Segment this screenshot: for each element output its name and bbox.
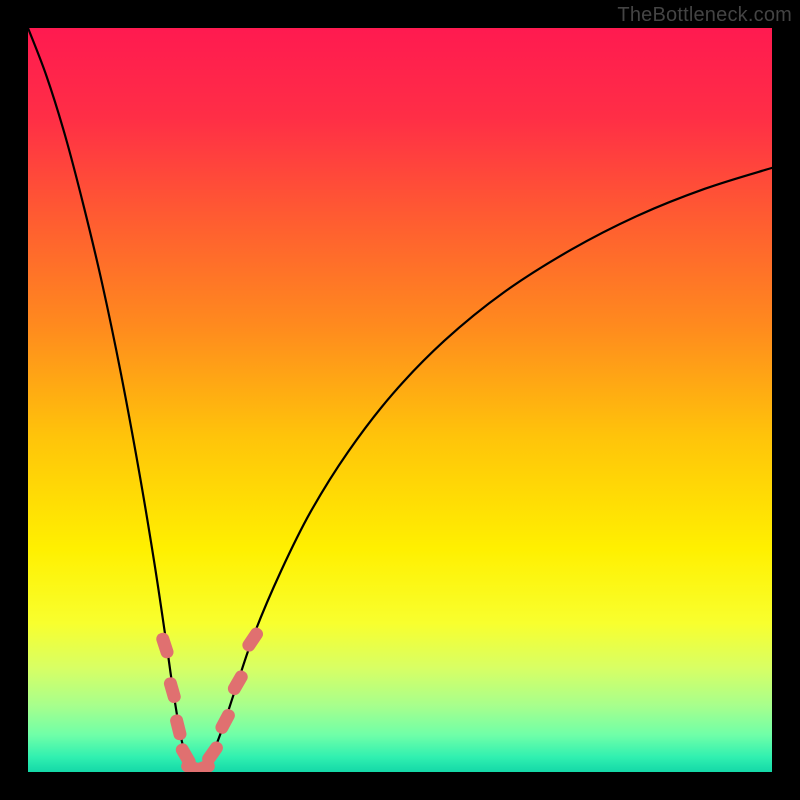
curve-marker — [213, 707, 237, 736]
marker-group — [155, 625, 266, 772]
curve-marker — [169, 713, 188, 741]
chart-plot-area — [28, 28, 772, 772]
curve-marker — [163, 676, 183, 705]
chart-overlay — [28, 28, 772, 772]
curve-marker — [226, 668, 250, 697]
curve-marker — [155, 631, 175, 660]
watermark-text: TheBottleneck.com — [617, 4, 792, 27]
curve-marker — [240, 625, 265, 654]
chart-canvas: TheBottleneck.com — [0, 0, 800, 800]
bottleneck-curve — [28, 28, 772, 772]
